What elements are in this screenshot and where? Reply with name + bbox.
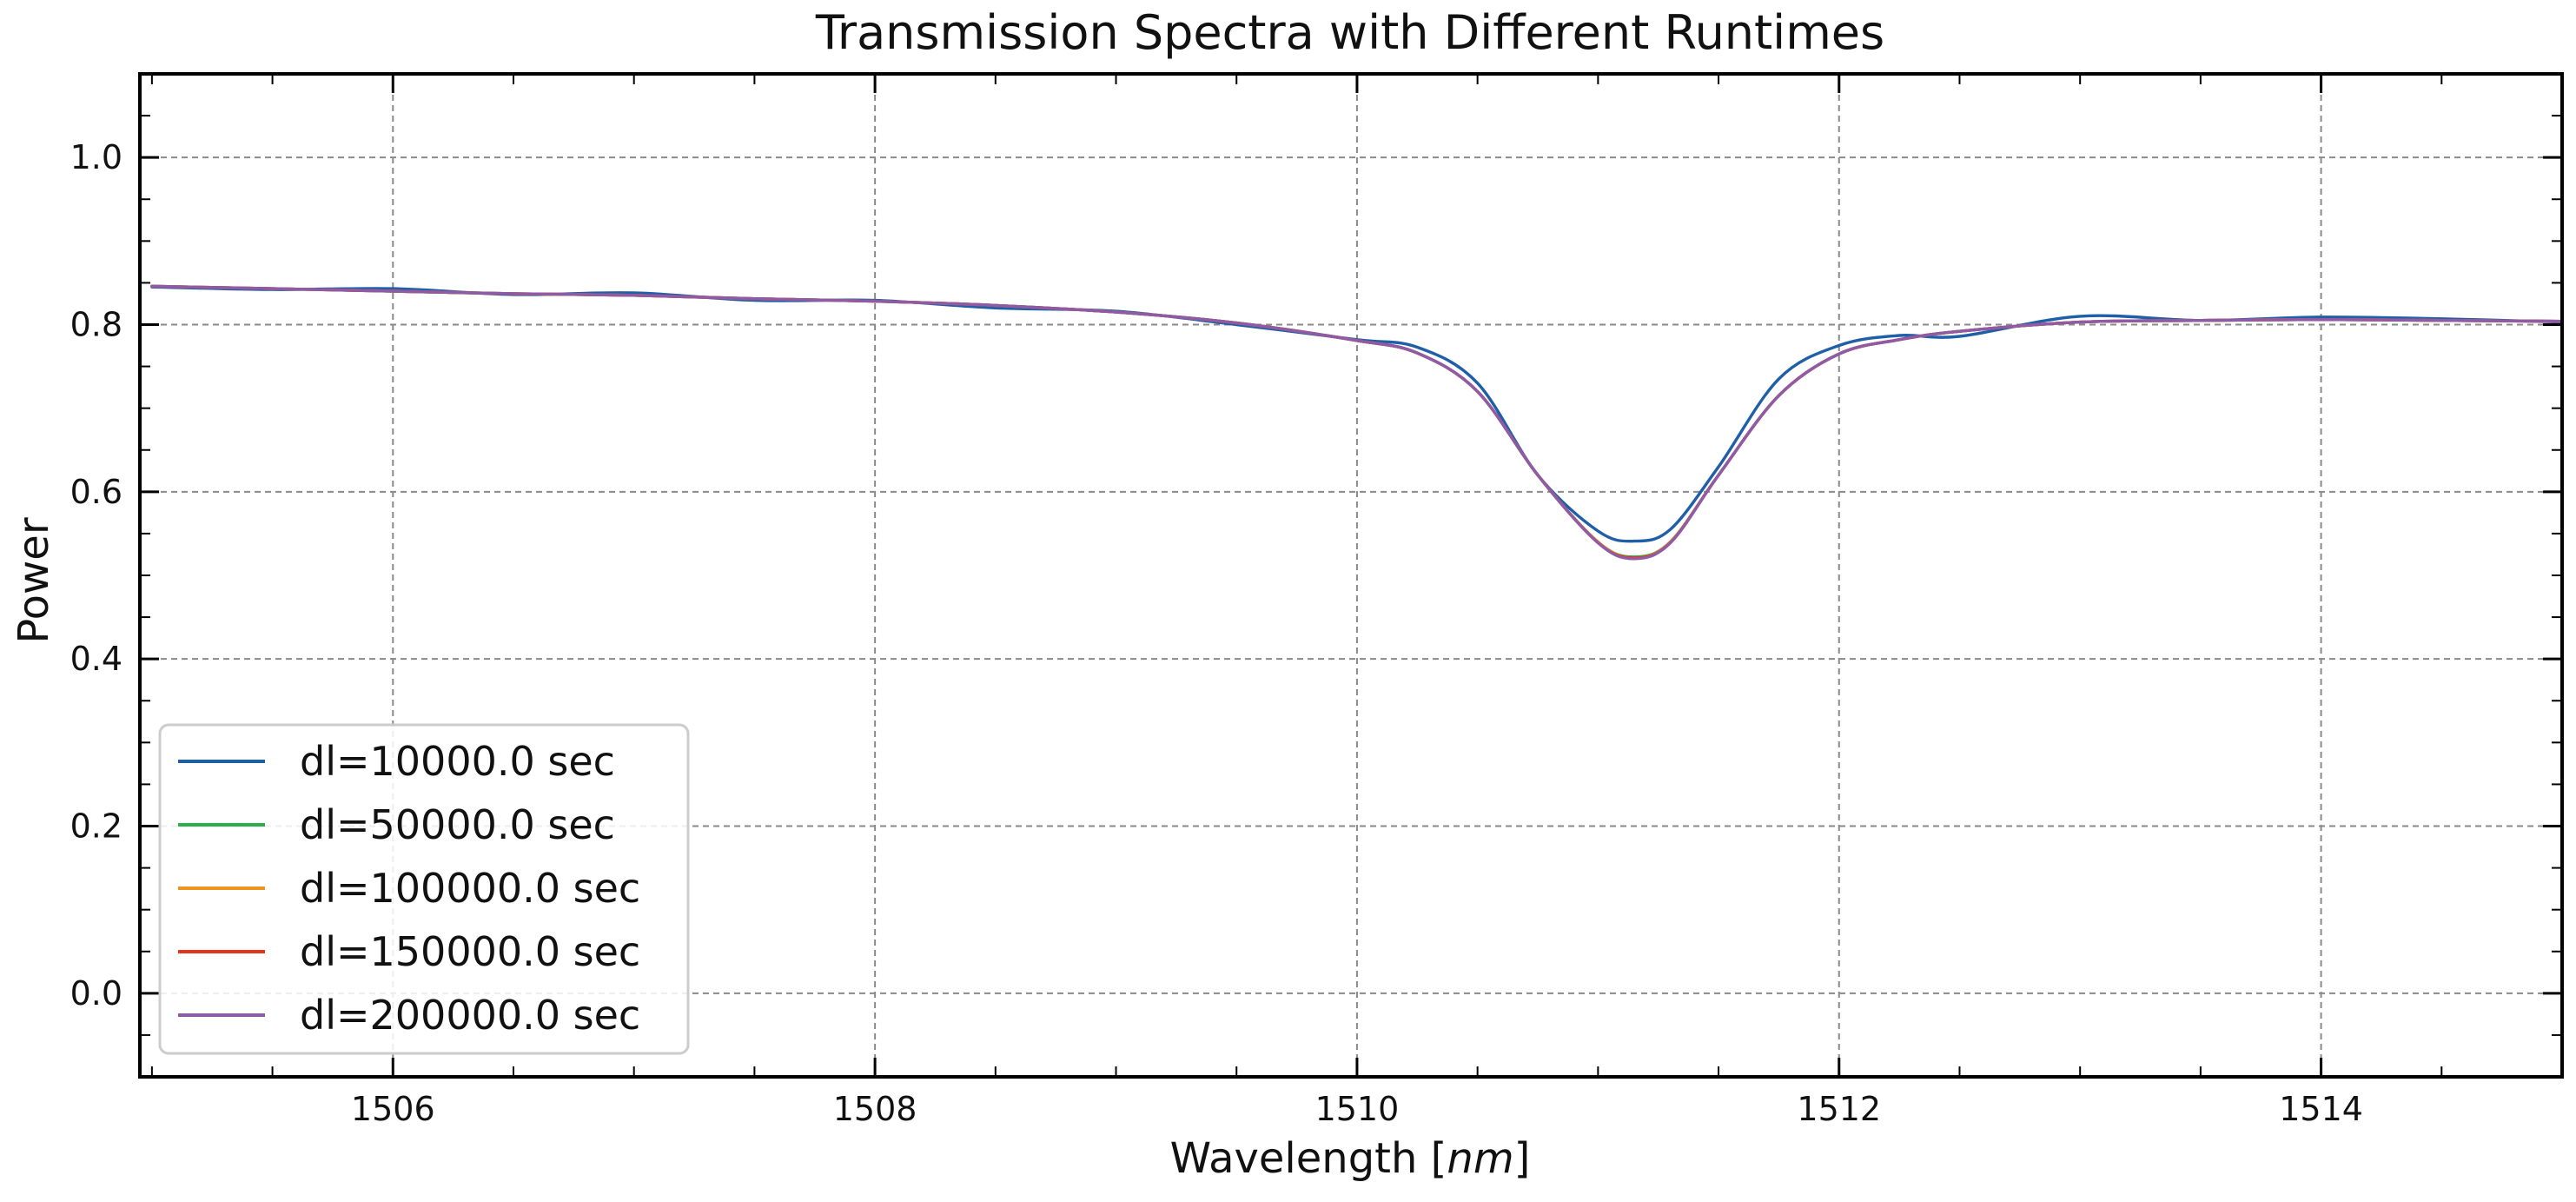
x-axis-label-suffix: ] [1514,1134,1531,1183]
x-tick-labels: 1506 1508 1510 1512 1514 [351,1090,2363,1128]
series-lines [150,284,2564,561]
x-tick-label: 1506 [351,1090,435,1128]
legend-label-4: dl=150000.0 sec [300,928,640,975]
legend-items: dl=10000.0 sec dl=50000.0 sec dl=100000.0 … [178,738,640,1039]
y-tick-label: 0.0 [70,974,123,1013]
x-tick-label: 1508 [833,1090,917,1128]
series-line-5 [150,284,2564,561]
grid-lines [140,74,2562,1077]
y-tick-label: 0.2 [70,807,123,846]
x-axis-label-unit: nm [1447,1134,1513,1183]
x-tick-label: 1514 [2279,1090,2363,1128]
chart-title: Transmission Spectra with Different Runt… [815,5,1884,60]
legend-label-2: dl=50000.0 sec [300,801,615,848]
y-tick-label: 0.4 [70,640,123,678]
y-tick-label: 1.0 [70,138,123,176]
x-axis-label-text: Wavelength [ [1170,1134,1447,1183]
y-tick-label: 0.6 [70,473,123,511]
y-tick-label: 0.8 [70,306,123,344]
axis-ticks [140,73,2563,1078]
x-tick-label: 1510 [1315,1090,1400,1128]
legend-label-3: dl=100000.0 sec [300,865,640,912]
y-tick-labels: 0.0 0.2 0.4 0.6 0.8 1.0 [70,138,123,1013]
x-axis-label: Wavelength [nm] [1170,1134,1531,1183]
legend-label-5: dl=200000.0 sec [300,992,640,1039]
y-axis-label: Power [10,517,58,643]
legend-label-1: dl=10000.0 sec [300,738,615,785]
legend: dl=10000.0 sec dl=50000.0 sec dl=100000.0 … [158,723,690,1055]
x-tick-label: 1512 [1797,1090,1881,1128]
series-line-1 [150,285,2564,543]
legend-frame [158,723,690,1055]
